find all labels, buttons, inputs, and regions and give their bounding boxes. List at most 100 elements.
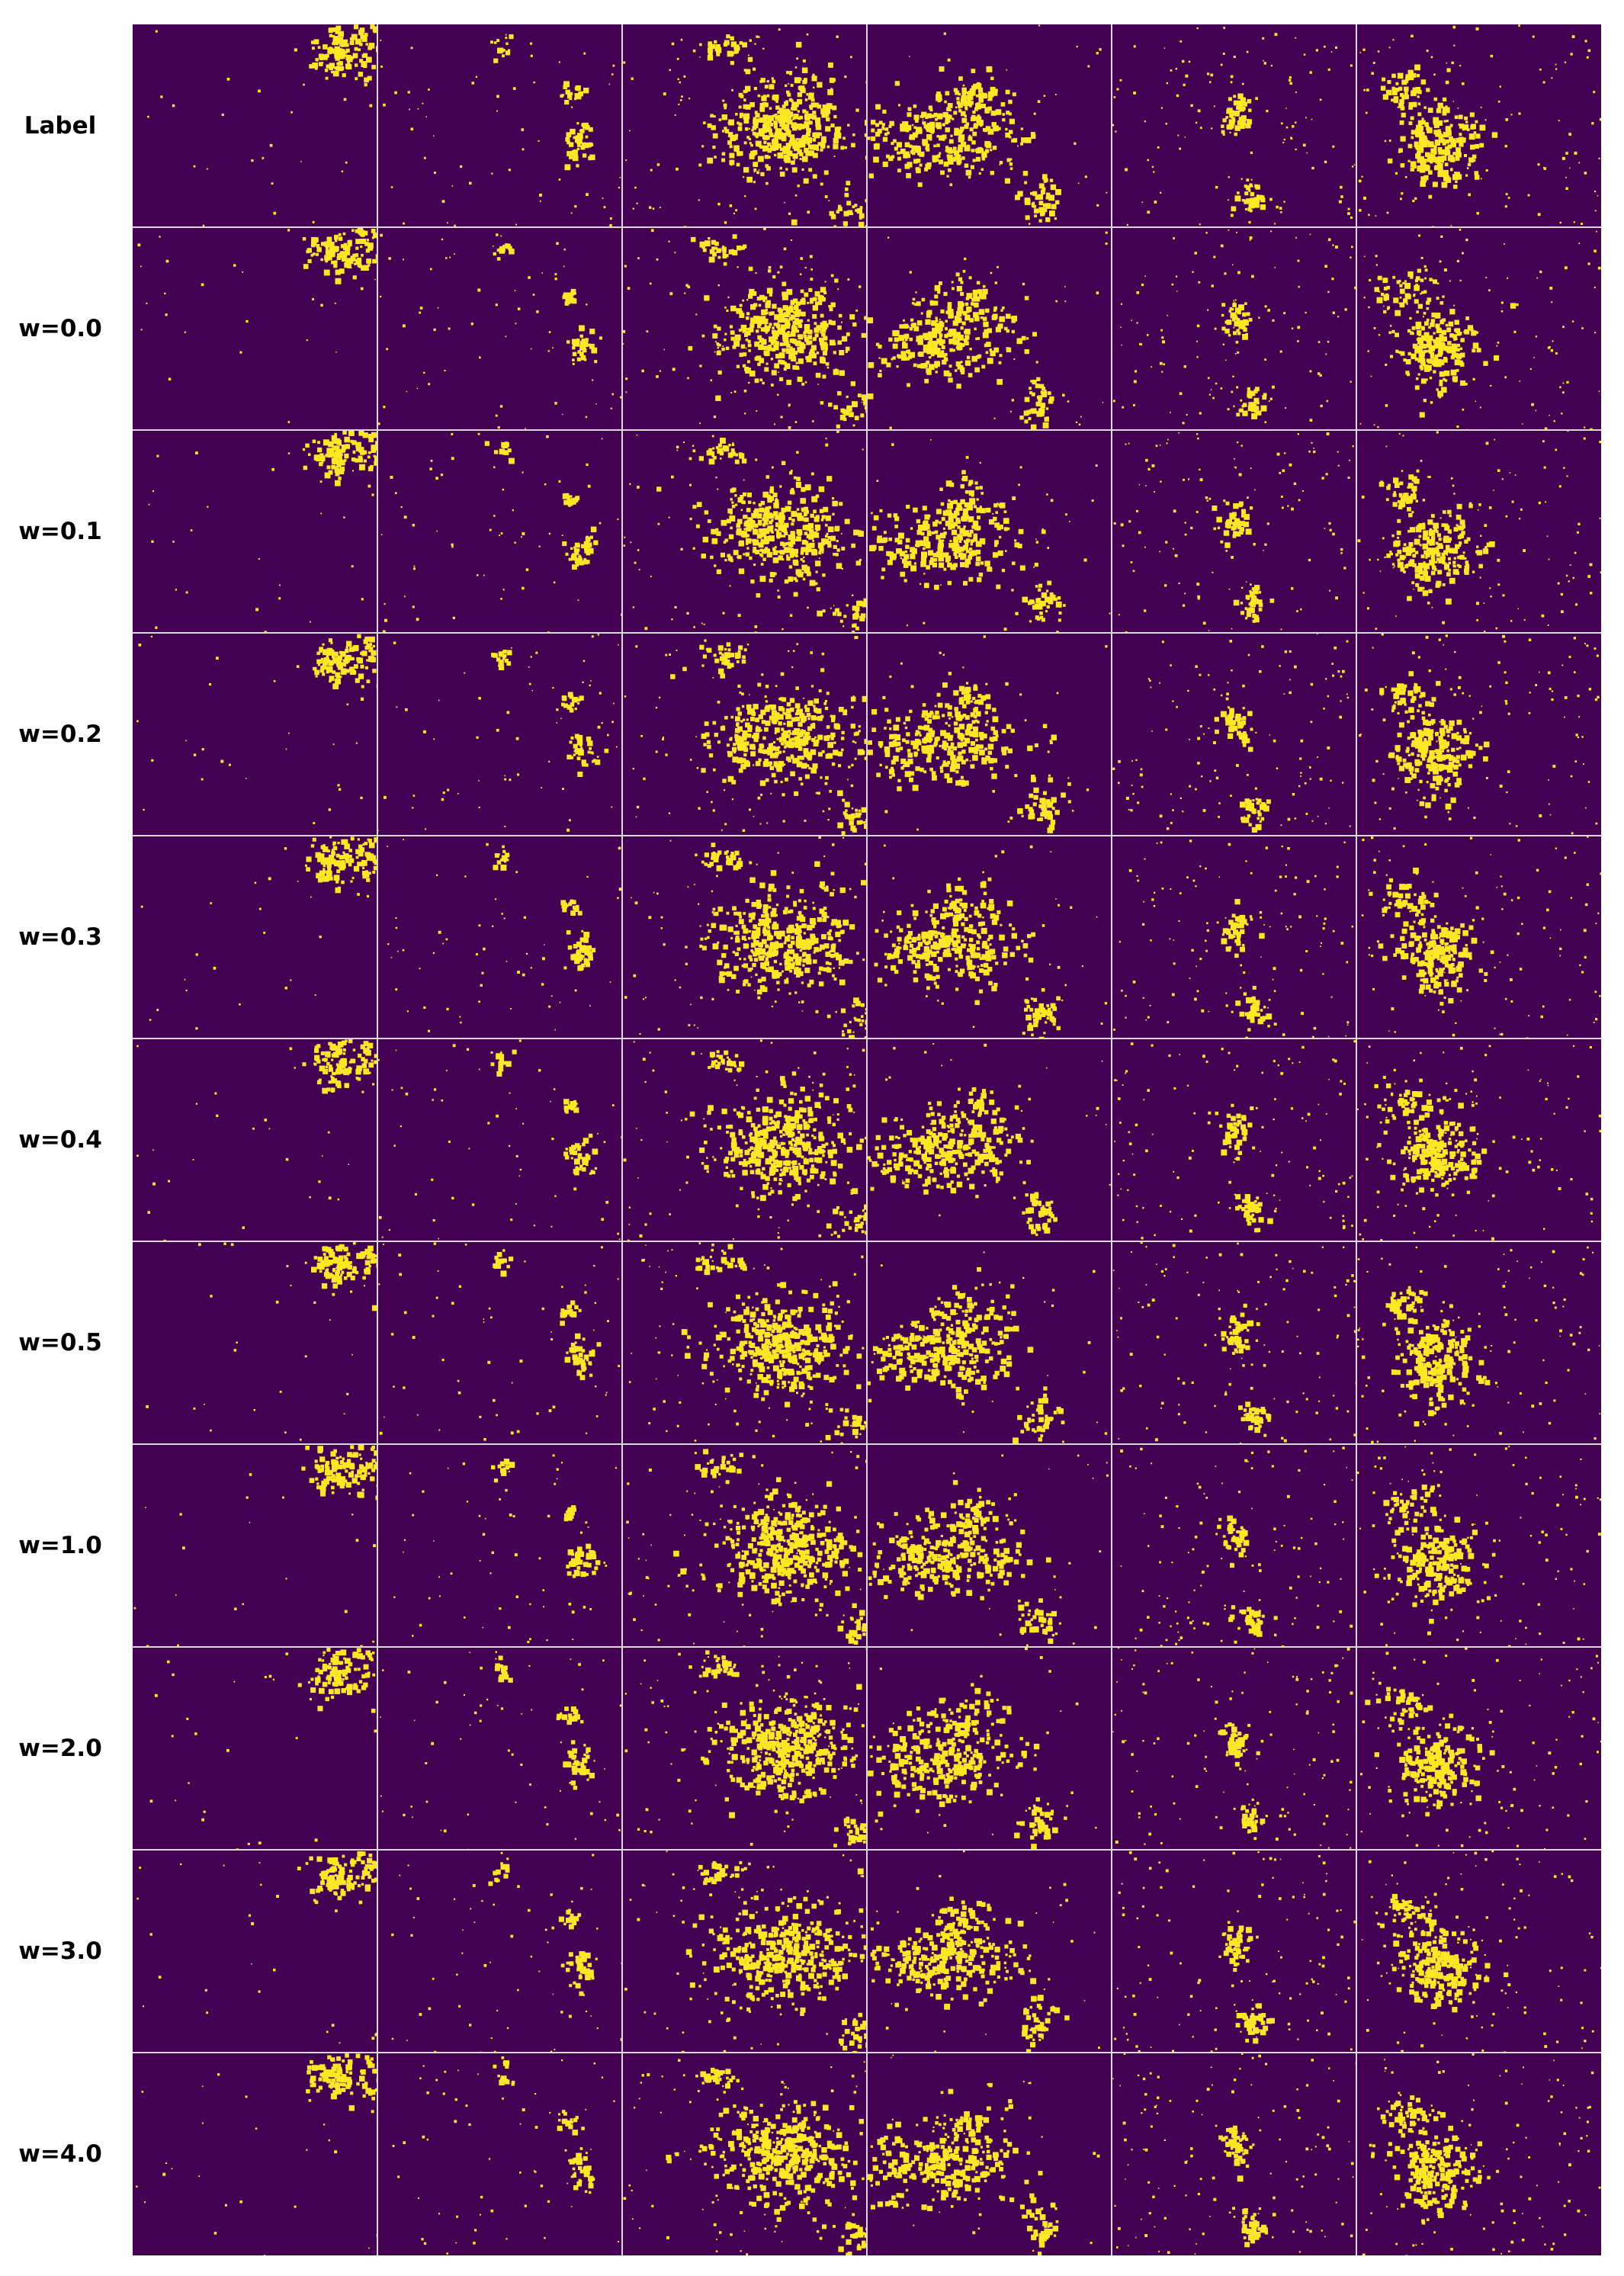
foreground-pixel xyxy=(965,303,969,307)
foreground-pixel xyxy=(1253,201,1258,206)
foreground-pixel xyxy=(577,350,581,354)
foreground-pixel xyxy=(442,200,445,203)
foreground-pixel xyxy=(697,502,702,507)
foreground-pixel xyxy=(813,305,818,310)
foreground-pixel xyxy=(329,34,332,37)
foreground-pixel xyxy=(805,381,807,384)
foreground-pixel xyxy=(887,237,889,239)
foreground-pixel xyxy=(748,501,751,504)
foreground-pixel xyxy=(772,80,775,84)
foreground-pixel xyxy=(949,109,952,111)
foreground-pixel xyxy=(1407,373,1410,376)
foreground-pixel xyxy=(1452,344,1457,349)
foreground-pixel xyxy=(1431,571,1433,573)
foreground-pixel xyxy=(358,457,363,462)
foreground-pixel xyxy=(881,576,884,579)
foreground-pixel xyxy=(1137,322,1138,323)
foreground-pixel xyxy=(1009,159,1012,161)
foreground-pixel xyxy=(1029,409,1032,412)
foreground-pixel xyxy=(791,161,795,165)
foreground-pixel xyxy=(993,552,998,557)
foreground-pixel xyxy=(778,525,783,531)
foreground-pixel xyxy=(972,132,977,136)
foreground-pixel xyxy=(812,314,817,319)
foreground-pixel xyxy=(789,351,795,357)
foreground-pixel xyxy=(737,519,743,525)
foreground-pixel xyxy=(1253,409,1255,411)
foreground-pixel xyxy=(803,557,804,558)
foreground-pixel xyxy=(233,264,236,266)
foreground-pixel xyxy=(917,320,923,326)
foreground-pixel xyxy=(923,547,926,551)
foreground-pixel xyxy=(801,169,804,171)
foreground-pixel xyxy=(451,546,454,548)
foreground-pixel xyxy=(830,307,833,311)
foreground-pixel xyxy=(1058,596,1061,600)
foreground-pixel xyxy=(714,564,716,567)
foreground-pixel xyxy=(827,367,830,369)
foreground-pixel xyxy=(1408,160,1411,162)
foreground-pixel xyxy=(1432,360,1437,365)
foreground-pixel xyxy=(1327,432,1330,435)
foreground-pixel xyxy=(1067,400,1070,403)
foreground-pixel xyxy=(1050,179,1053,182)
foreground-pixel xyxy=(1475,175,1480,180)
foreground-pixel xyxy=(739,452,743,456)
foreground-pixel xyxy=(746,316,749,319)
foreground-pixel xyxy=(846,201,851,205)
foreground-pixel xyxy=(566,499,570,503)
foreground-pixel xyxy=(1348,208,1350,210)
foreground-pixel xyxy=(611,393,614,396)
foreground-pixel xyxy=(796,42,802,48)
foreground-pixel xyxy=(958,540,961,543)
foreground-pixel xyxy=(1247,119,1250,122)
foreground-pixel xyxy=(1228,97,1232,101)
foreground-pixel xyxy=(1552,340,1554,342)
foreground-pixel xyxy=(1049,396,1054,401)
foreground-pixel xyxy=(445,370,446,371)
foreground-pixel xyxy=(1362,49,1365,51)
foreground-pixel xyxy=(878,129,882,133)
foreground-pixel xyxy=(913,133,918,138)
foreground-pixel xyxy=(564,249,566,250)
foreground-pixel xyxy=(576,138,583,144)
foreground-pixel xyxy=(765,348,767,350)
foreground-pixel xyxy=(1272,386,1275,389)
grid-cell-image xyxy=(377,24,622,229)
foreground-pixel xyxy=(351,230,355,233)
foreground-pixel xyxy=(1328,239,1331,242)
foreground-pixel xyxy=(1265,421,1267,423)
foreground-pixel xyxy=(759,145,763,149)
foreground-pixel xyxy=(811,98,815,101)
foreground-pixel xyxy=(833,605,835,607)
foreground-pixel xyxy=(1263,60,1264,62)
foreground-pixel xyxy=(1200,478,1203,481)
foreground-pixel xyxy=(788,501,791,505)
foreground-pixel xyxy=(1047,581,1051,586)
foreground-pixel xyxy=(845,188,849,191)
foreground-pixel xyxy=(887,132,890,135)
foreground-pixel xyxy=(1229,310,1232,313)
foreground-pixel xyxy=(364,231,367,233)
foreground-pixel xyxy=(1271,65,1273,66)
foreground-pixel xyxy=(1414,65,1420,71)
foreground-pixel xyxy=(856,601,861,605)
foreground-pixel xyxy=(502,451,505,454)
foreground-pixel xyxy=(758,345,764,351)
foreground-pixel xyxy=(711,529,716,534)
foreground-pixel xyxy=(1125,444,1127,445)
foreground-pixel xyxy=(1565,62,1566,63)
foreground-pixel xyxy=(924,583,929,588)
foreground-pixel xyxy=(1250,236,1253,239)
foreground-pixel xyxy=(765,517,769,521)
foreground-pixel xyxy=(1282,142,1284,143)
foreground-pixel xyxy=(955,154,961,160)
foreground-pixel xyxy=(1282,470,1285,473)
foreground-pixel xyxy=(907,162,912,167)
foreground-pixel xyxy=(1389,551,1391,553)
foreground-pixel xyxy=(581,544,586,549)
foreground-pixel xyxy=(810,268,813,271)
foreground-pixel xyxy=(784,202,785,204)
foreground-pixel xyxy=(846,181,850,185)
foreground-pixel xyxy=(500,48,503,51)
